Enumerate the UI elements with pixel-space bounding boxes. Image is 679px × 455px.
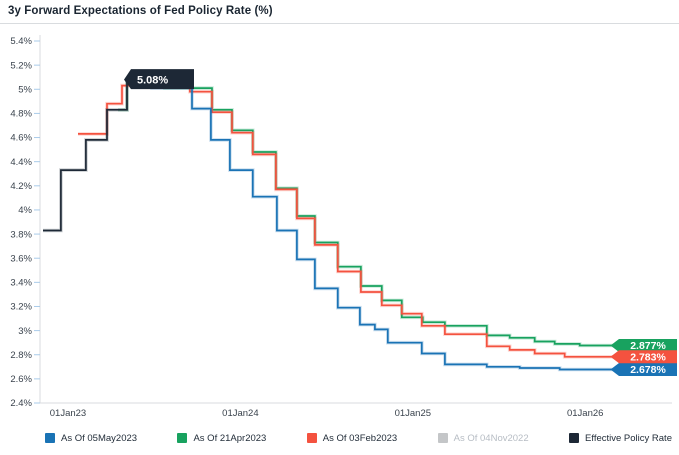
legend-item-as-of-03feb2023[interactable]: As Of 03Feb2023 [306,432,398,444]
peak-label: 5.08% [137,74,168,86]
legend-item-as-of-05may2023[interactable]: As Of 05May2023 [45,433,137,444]
legend-label-effective-policy-rate: Effective Policy Rate [585,432,672,444]
y-tick-label: 3% [18,326,32,337]
legend-label-as-of-03feb2023: As Of 03Feb2023 [322,432,398,444]
y-tick-label: 4.4% [10,157,32,168]
end-label-box-as-of-05may2023 [610,362,677,376]
legend-swatch-as-of-05may2023 [45,433,55,443]
plot-area: 5.4% 5.2% 5% 4.8% 4.6% 4.4% 4.2% 4% 3.8% 3.6% 3.4%… [10,35,677,419]
y-tick-label: 3.8% [10,229,32,240]
x-tick-label: 01Jan25 [395,408,431,419]
y-tick-label: 4% [18,205,32,216]
legend-label-as-of-04nov2022: As Of 04Nov2022 [453,432,529,444]
legend-swatch-as-of-21apr2023 [177,433,188,443]
series-halo-as-of-21apr2023 [118,77,618,348]
legend-item-as-of-21apr2023[interactable]: As Of 21Apr2023 [177,433,266,444]
legend-label-as-of-21apr2023: As Of 21Apr2023 [193,432,267,444]
y-tick-label: 2.6% [10,374,32,385]
x-tick-label: 01Jan23 [50,408,86,419]
end-label-as-of-21apr2023: 2.877% [630,340,666,352]
series-line-as-of-21apr2023 [118,78,618,347]
chart-title: 3y Forward Expectations of Fed Policy Ra… [8,5,273,17]
legend-swatch-effective-policy-rate [569,433,580,443]
y-tick-label: 5.2% [10,60,32,71]
end-label-as-of-03feb2023: 2.783% [630,351,666,363]
y-tick-label: 5% [18,84,32,95]
y-tick-label: 3.6% [10,253,32,264]
series-halo-as-of-03feb2023 [78,83,618,359]
end-label-box-as-of-03feb2023 [610,350,677,364]
y-tick-label: 2.8% [10,350,32,361]
y-tick-label: 4.8% [10,109,32,120]
title-divider [0,23,679,24]
series-line-as-of-05may2023 [133,78,618,371]
y-tick-label: 4.6% [10,133,32,144]
legend-item-as-of-04nov2022[interactable]: As Of 04Nov2022 [437,432,529,444]
end-label-box-as-of-21apr2023 [610,338,677,352]
series-line-as-of-03feb2023 [78,84,618,358]
y-tick-label: 3.2% [10,302,32,313]
legend-item-effective-policy-rate[interactable]: Effective Policy Rate [569,433,672,444]
y-tick-label: 5.4% [10,36,32,47]
series-line-effective-policy-rate [43,78,133,232]
y-tick-label: 2.4% [10,398,32,409]
legend: As Of 05May2023 As Of 21Apr2023 As Of 03Fe… [45,430,672,446]
legend-label-as-of-05may2023: As Of 05May2023 [61,432,138,444]
x-tick-label: 01Jan26 [567,408,603,419]
y-tick-label: 3.4% [10,278,32,289]
end-label-as-of-05may2023: 2.678% [630,364,666,376]
y-tick-label: 4.2% [10,181,32,192]
x-tick-label: 01Jan24 [222,408,258,419]
peak-label-box [124,69,194,90]
legend-swatch-as-of-04nov2022 [437,433,448,443]
legend-swatch-as-of-03feb2023 [306,433,317,443]
